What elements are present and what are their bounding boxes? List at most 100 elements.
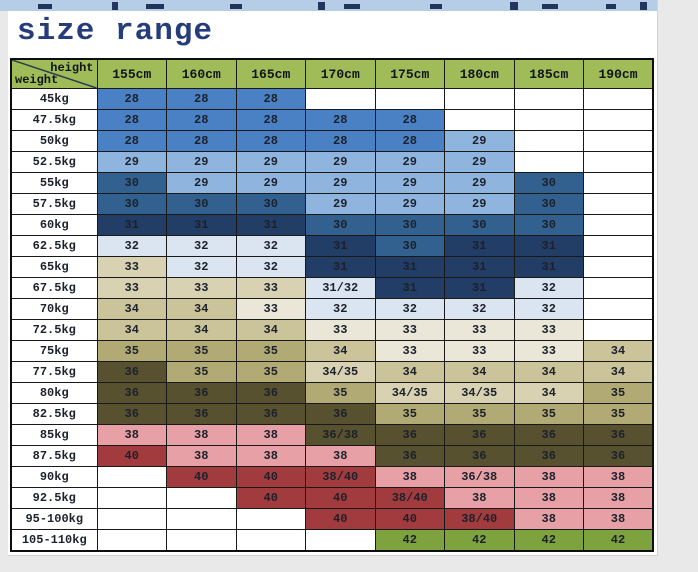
size-cell: 35 (166, 340, 237, 362)
size-cell: 36 (166, 382, 237, 404)
size-cell: 32 (513, 298, 584, 320)
size-cell: 33 (235, 298, 306, 320)
row-label-87.5kg: 87.5kg (10, 445, 98, 467)
header-row: height weight 155cm 160cm 165cm 170cm 175cm 180… (10, 58, 654, 89)
row-label-45kg: 45kg (10, 88, 98, 110)
size-cell: 38 (444, 487, 515, 509)
size-cell: 34/35 (305, 361, 376, 383)
size-cell (583, 214, 654, 236)
size-cell: 40 (235, 466, 306, 488)
size-cell (96, 508, 167, 530)
size-cell: 38 (166, 445, 237, 467)
size-cell (583, 319, 654, 341)
size-cell: 33 (166, 277, 237, 299)
page-title: size range (17, 14, 214, 49)
size-cell: 32 (166, 256, 237, 278)
size-cell: 28 (96, 109, 167, 131)
size-cell: 31 (374, 277, 445, 299)
table-row: 67.5kg 33 33 33 31/32 31 31 32 (10, 277, 654, 299)
size-cell (513, 130, 584, 152)
size-cell: 36/38 (444, 466, 515, 488)
table-row: 57.5kg 30 30 30 29 29 29 30 (10, 193, 654, 215)
table-row: 105-110kg 42 42 42 42 (10, 529, 654, 552)
size-cell: 34 (513, 361, 584, 383)
cropped-text-fragment (430, 4, 442, 9)
size-cell: 28 (96, 88, 167, 110)
size-cell (235, 529, 306, 552)
size-cell: 30 (96, 172, 167, 194)
size-cell: 30 (513, 214, 584, 236)
size-cell: 29 (166, 172, 237, 194)
size-cell (583, 88, 654, 110)
size-cell: 32 (235, 235, 306, 257)
size-cell: 42 (444, 529, 515, 552)
size-cell: 38 (513, 508, 584, 530)
size-cell: 29 (444, 172, 515, 194)
cropped-text-fragment (542, 4, 558, 9)
size-cell: 30 (305, 214, 376, 236)
size-cell (96, 466, 167, 488)
size-cell: 29 (305, 151, 376, 173)
size-cell: 34 (513, 382, 584, 404)
size-cell (166, 508, 237, 530)
size-cell: 36 (96, 361, 167, 383)
row-label-80kg: 80kg (10, 382, 98, 404)
size-cell: 32 (235, 256, 306, 278)
table-row: 52.5kg 29 29 29 29 29 29 (10, 151, 654, 173)
size-cell: 29 (374, 193, 445, 215)
size-cell (583, 193, 654, 215)
size-cell: 29 (235, 172, 306, 194)
size-cell: 38/40 (374, 487, 445, 509)
size-cell: 34/35 (444, 382, 515, 404)
size-cell: 35 (513, 403, 584, 425)
size-cell: 42 (583, 529, 654, 552)
size-cell: 32 (96, 235, 167, 257)
size-cell: 40 (305, 508, 376, 530)
size-cell: 38 (374, 466, 445, 488)
row-label-55kg: 55kg (10, 172, 98, 194)
table-row: 85kg 38 38 38 36/38 36 36 36 36 (10, 424, 654, 446)
size-cell: 28 (235, 88, 306, 110)
size-cell: 38 (235, 424, 306, 446)
table-row: 92.5kg 40 40 38/40 38 38 38 (10, 487, 654, 509)
size-cell: 28 (374, 109, 445, 131)
size-cell: 34 (166, 298, 237, 320)
row-label-72.5kg: 72.5kg (10, 319, 98, 341)
size-cell: 31 (305, 256, 376, 278)
size-cell: 32 (305, 298, 376, 320)
size-cell: 33 (444, 319, 515, 341)
size-cell: 36 (583, 424, 654, 446)
cropped-text-fragment (640, 2, 647, 10)
size-cell (583, 130, 654, 152)
size-cell (583, 298, 654, 320)
table-row: 45kg 28 28 28 (10, 88, 654, 110)
size-cell: 36/38 (305, 424, 376, 446)
size-cell: 40 (235, 487, 306, 509)
size-cell: 30 (374, 214, 445, 236)
size-cell: 31 (96, 214, 167, 236)
size-cell: 40 (305, 487, 376, 509)
size-cell: 30 (513, 193, 584, 215)
row-label-52.5kg: 52.5kg (10, 151, 98, 173)
cropped-text-fragment (112, 2, 118, 10)
column-header-165cm: 165cm (235, 58, 306, 89)
size-cell: 38 (513, 487, 584, 509)
table-row: 70kg 34 34 33 32 32 32 32 (10, 298, 654, 320)
size-cell: 35 (583, 382, 654, 404)
size-cell: 29 (305, 193, 376, 215)
row-label-62.5kg: 62.5kg (10, 235, 98, 257)
size-cell: 29 (374, 151, 445, 173)
size-cell: 38 (96, 424, 167, 446)
column-header-190cm: 190cm (583, 58, 654, 89)
cropped-text-fragment (38, 4, 52, 9)
size-cell (583, 277, 654, 299)
size-cell (583, 109, 654, 131)
table-row: 95-100kg 40 40 38/40 38 38 (10, 508, 654, 530)
size-cell: 36 (513, 445, 584, 467)
size-cell: 40 (96, 445, 167, 467)
size-cell (513, 151, 584, 173)
size-cell: 42 (513, 529, 584, 552)
size-cell: 28 (235, 130, 306, 152)
size-cell: 36 (96, 403, 167, 425)
size-cell: 34 (583, 361, 654, 383)
